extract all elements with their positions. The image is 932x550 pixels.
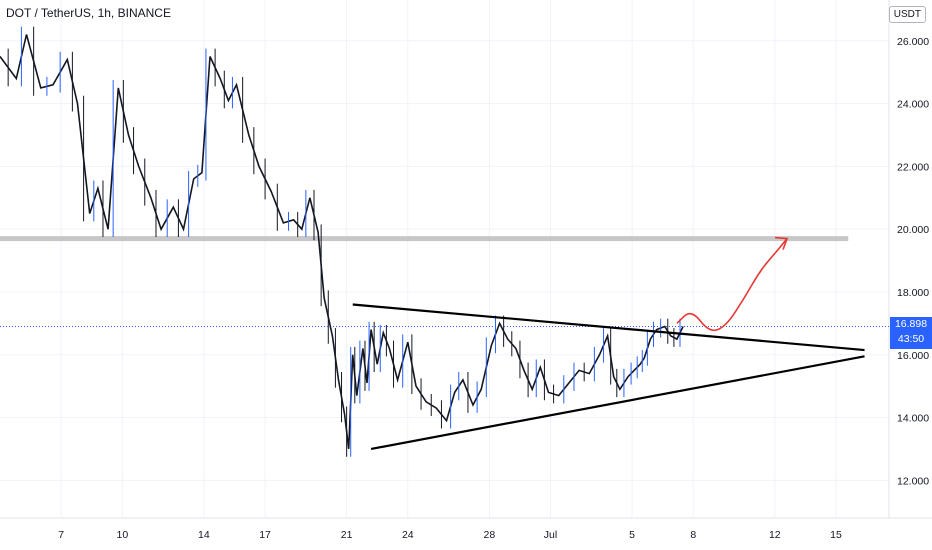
time-tick-label: 21 [341,529,353,541]
price-tick-label: 22.000 [897,161,929,173]
time-tick-label: 7 [58,529,64,541]
time-tick-label: 5 [629,529,635,541]
triangle-lower-trendline[interactable] [370,355,865,451]
time-tick-label: 12 [769,529,781,541]
price-tick-label: 20.000 [897,224,929,236]
time-axis-ticks: 7 10 14 17 21 24 28 Jul 5 8 12 15 [58,529,842,541]
projection-arrow-head [774,236,789,250]
time-tick-label: 14 [198,529,210,541]
time-tick-label: 17 [259,529,271,541]
price-axis-ticks: 26.000 24.000 22.000 20.000 18.000 16.000 14.0… [897,36,929,488]
price-tick-label: 24.000 [897,99,929,111]
time-tick-label: 28 [484,529,496,541]
resistance-zone[interactable] [0,236,849,242]
quote-unit-badge[interactable]: USDT [888,6,926,23]
time-tick-label: 24 [402,529,414,541]
chart-title: DOT / TetherUS, 1h, BINANCE [6,6,171,20]
projection-arrow-path[interactable] [676,238,788,332]
grid-lines [0,0,889,518]
triangle-upper-trendline[interactable] [352,303,865,352]
time-tick-label: 15 [830,529,842,541]
price-tick-label: 14.000 [897,413,929,425]
time-tick-label: 8 [690,529,696,541]
price-tick-label: 26.000 [897,36,929,48]
bar-countdown: 43:50 [897,332,925,345]
time-tick-label: Jul [544,529,557,541]
price-tick-label: 18.000 [897,287,929,299]
price-tick-label: 16.000 [897,350,929,362]
time-tick-label: 10 [116,529,128,541]
candles [7,26,681,457]
price-tick-label: 12.000 [897,475,929,487]
last-price-value: 16.898 [894,317,928,330]
last-price-tag: 16.898 43:50 [890,316,932,349]
